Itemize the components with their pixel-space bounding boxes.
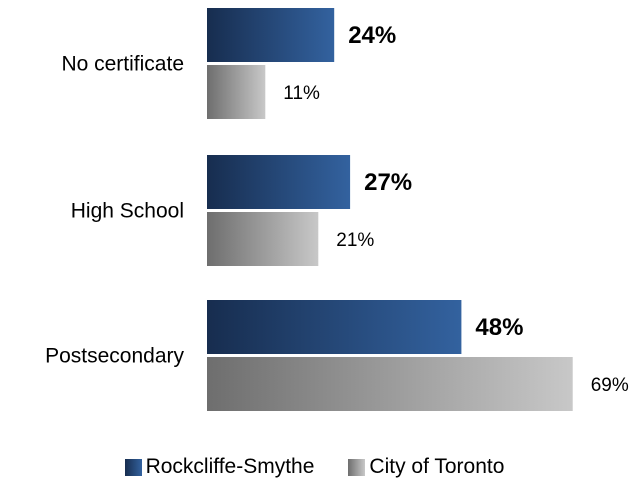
- category-label-no-certificate: No certificate: [61, 53, 184, 76]
- bar-rockcliffe-smythe-postsecondary: [207, 300, 462, 354]
- bar-city-of-toronto-no-certificate: [207, 65, 266, 119]
- legend-item-city-of-toronto: City of Toronto: [348, 455, 504, 479]
- bar-rockcliffe-smythe-high-school: [207, 155, 351, 209]
- value-label-rockcliffe-smythe-postsecondary: 48%: [475, 314, 523, 341]
- category-label-postsecondary: Postsecondary: [45, 345, 184, 368]
- bar-city-of-toronto-high-school: [207, 212, 319, 266]
- value-label-rockcliffe-smythe-high-school: 27%: [364, 169, 412, 196]
- legend-label-city-of-toronto: City of Toronto: [369, 455, 505, 478]
- value-label-city-of-toronto-no-certificate: 11%: [283, 83, 320, 104]
- legend-swatch-city-of-toronto: [348, 458, 366, 476]
- value-label-city-of-toronto-high-school: 21%: [336, 230, 374, 251]
- value-label-city-of-toronto-postsecondary: 69%: [591, 375, 629, 396]
- bar-city-of-toronto-postsecondary: [207, 357, 573, 411]
- legend-item-rockcliffe-smythe: Rockcliffe-Smythe: [124, 455, 315, 479]
- bar-rockcliffe-smythe-no-certificate: [207, 8, 335, 62]
- value-label-rockcliffe-smythe-no-certificate: 24%: [348, 22, 396, 49]
- category-label-high-school: High School: [71, 200, 184, 223]
- legend-swatch-rockcliffe-smythe: [124, 458, 142, 476]
- chart-legend: Rockcliffe-Smythe City of Toronto: [0, 452, 629, 482]
- legend-label-rockcliffe-smythe: Rockcliffe-Smythe: [145, 455, 315, 478]
